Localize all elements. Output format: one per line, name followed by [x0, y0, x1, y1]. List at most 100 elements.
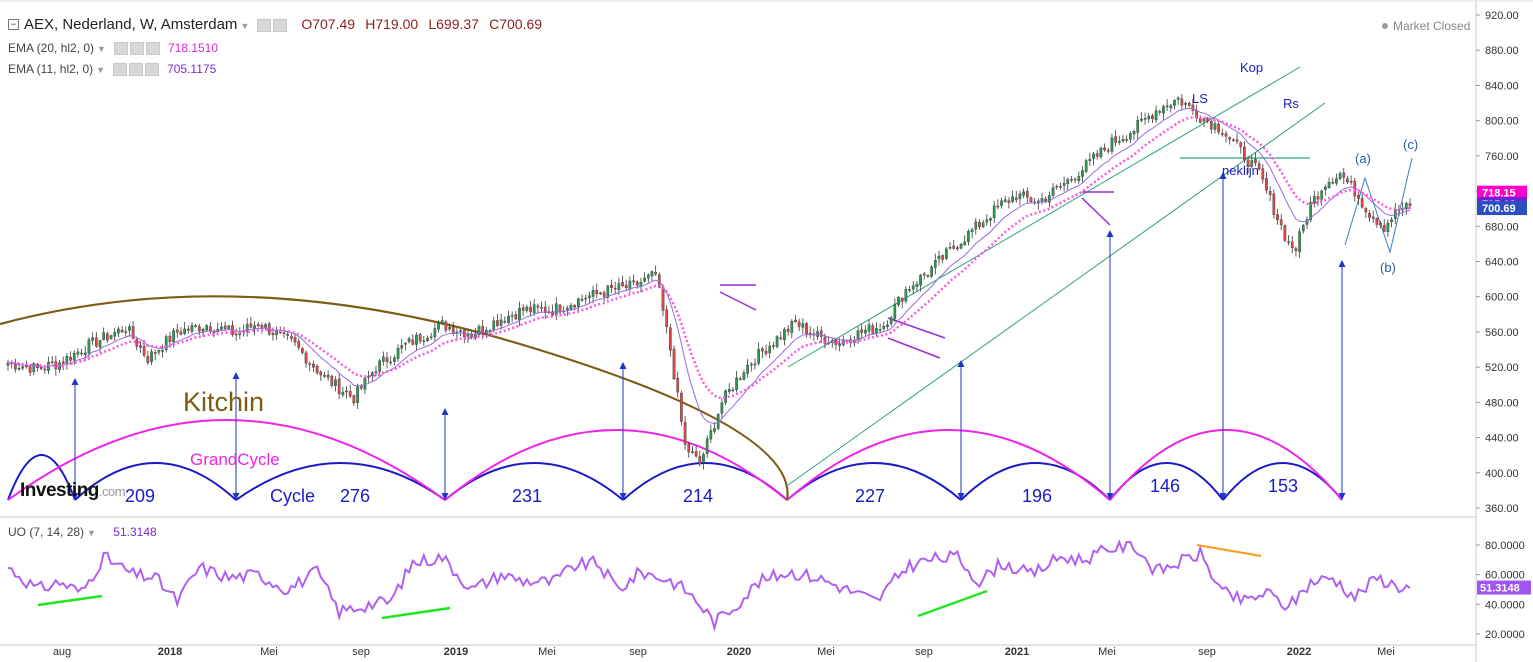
candle — [374, 365, 378, 377]
ema20-label[interactable]: EMA (20, hl2, 0) — [8, 41, 95, 55]
candle-body — [411, 339, 415, 345]
candle-body — [654, 271, 657, 275]
candle — [179, 327, 183, 336]
candle — [1301, 223, 1305, 234]
candle — [150, 348, 153, 366]
price-tick-label: 640.00 — [1485, 257, 1519, 269]
price-tick-label: 520.00 — [1485, 362, 1519, 374]
time-tick-label: sep — [915, 646, 933, 658]
eye-icon[interactable] — [113, 42, 128, 56]
candle — [694, 445, 698, 458]
gear-icon[interactable] — [273, 18, 288, 32]
uo-label[interactable]: UO (7, 14, 28) — [8, 525, 85, 539]
candle — [91, 332, 94, 346]
candle — [790, 319, 794, 339]
candle-body — [139, 345, 142, 348]
candle — [525, 304, 529, 313]
candle — [886, 320, 889, 330]
candle-body — [1298, 231, 1301, 253]
candle-body — [797, 321, 801, 327]
annotation-label: Rs — [1283, 96, 1299, 111]
candle — [1143, 112, 1147, 125]
candle-body — [1301, 224, 1305, 232]
candle — [1382, 218, 1386, 233]
candle-body — [551, 311, 554, 316]
candle — [315, 364, 319, 375]
candle-body — [746, 364, 749, 374]
candle-body — [54, 361, 58, 370]
candle — [32, 362, 36, 376]
candle — [76, 348, 80, 358]
candle — [1095, 149, 1099, 160]
candle — [753, 358, 757, 370]
candle — [632, 274, 635, 286]
chevron-down-icon[interactable]: ▼ — [96, 65, 106, 75]
candle-body — [1309, 201, 1312, 221]
candle-body — [1136, 120, 1140, 133]
divergence-line-green — [917, 589, 988, 618]
candle-body — [687, 443, 691, 453]
ema11-label[interactable]: EMA (11, hl2, 0) — [8, 62, 94, 76]
candle-body — [319, 371, 323, 376]
candle-body — [565, 307, 569, 310]
chevron-down-icon[interactable]: ▼ — [97, 44, 106, 54]
candle-body — [805, 323, 808, 334]
candle-body — [1265, 177, 1268, 191]
candle-body — [738, 378, 742, 380]
symbol-label[interactable]: AEX, Nederland, W, Amsterdam — [24, 16, 238, 33]
candle — [941, 254, 945, 264]
candle — [1279, 214, 1283, 231]
candle-body — [945, 248, 948, 259]
time-tick-label: Mei — [538, 646, 556, 658]
candle-body — [1162, 106, 1165, 114]
collapse-icon[interactable]: − — [8, 19, 19, 30]
chevron-down-icon[interactable]: ▼ — [240, 21, 250, 31]
candle — [970, 227, 974, 239]
candle — [1327, 177, 1331, 189]
candle-body — [624, 284, 628, 289]
candle — [1272, 189, 1276, 219]
logo-suffix: .com — [98, 484, 126, 499]
candle-body — [731, 389, 735, 392]
chevron-down-icon[interactable]: ▼ — [87, 528, 96, 538]
candle — [978, 219, 981, 230]
candle-body — [312, 363, 315, 368]
close-icon[interactable] — [145, 42, 160, 56]
close-icon[interactable] — [145, 63, 160, 77]
candle — [1025, 187, 1029, 204]
candle-body — [1349, 181, 1353, 183]
gear-icon[interactable] — [129, 42, 144, 56]
candle — [613, 281, 617, 295]
candle — [1114, 129, 1117, 147]
candle — [959, 242, 963, 250]
gear-icon[interactable] — [129, 63, 144, 77]
candle-body — [72, 352, 76, 361]
candle-body — [209, 326, 212, 332]
candle — [1077, 171, 1081, 185]
eye-icon[interactable] — [257, 18, 272, 32]
candle-body — [315, 366, 319, 374]
uo-tick-label: 40.0000 — [1485, 599, 1525, 611]
candle — [1173, 99, 1176, 110]
ema11-line — [7, 107, 1411, 425]
candle-body — [525, 306, 529, 311]
candle — [768, 341, 772, 359]
time-tick-label: Mei — [1098, 646, 1116, 658]
candle — [186, 325, 190, 334]
candle — [878, 323, 882, 333]
candle — [1324, 184, 1327, 196]
candle-body — [1191, 104, 1195, 111]
candle — [120, 326, 124, 334]
candle-body — [253, 325, 256, 329]
candle — [245, 317, 249, 337]
candle-body — [694, 451, 698, 457]
cycle-arrow-head — [619, 493, 627, 500]
candle-body — [80, 352, 83, 355]
candle — [117, 326, 120, 337]
candle — [1331, 177, 1335, 185]
candle — [426, 335, 429, 342]
eye-icon[interactable] — [113, 63, 128, 77]
candle-body — [135, 339, 139, 347]
candle — [992, 200, 996, 223]
candle-body — [249, 323, 253, 328]
